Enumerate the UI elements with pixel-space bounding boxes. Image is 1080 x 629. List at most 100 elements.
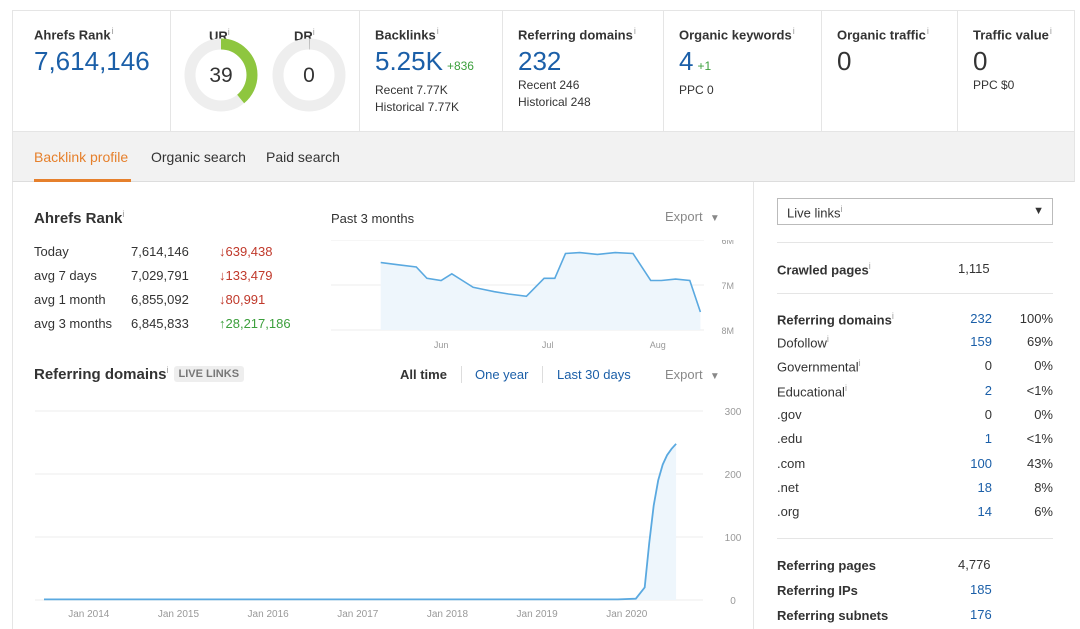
arrow-down-icon: ↓ bbox=[219, 292, 226, 307]
metric-backlinks: Backlinksi 5.25K +836 Recent 7.77K Histor… bbox=[360, 11, 503, 131]
row-label: avg 3 months bbox=[34, 316, 113, 331]
referring-ips-value[interactable]: 185 bbox=[970, 582, 992, 597]
breakdown-value[interactable]: 18 bbox=[977, 479, 992, 495]
x-tick-label: Jul bbox=[542, 340, 554, 350]
info-icon[interactable]: i bbox=[844, 382, 847, 393]
arrow-up-icon: ↑ bbox=[219, 316, 226, 331]
refdom-line bbox=[44, 443, 677, 601]
breakdown-value[interactable]: 14 bbox=[977, 504, 992, 520]
y-tick-label: 300 bbox=[725, 407, 742, 418]
x-tick-label: Jan 2019 bbox=[517, 609, 559, 620]
divider bbox=[777, 293, 1053, 294]
live-links-dropdown[interactable]: Live linksi ▼ bbox=[777, 198, 1053, 225]
breakdown-value: 0 bbox=[984, 358, 992, 374]
filter-last-30-days[interactable]: Last 30 days bbox=[557, 367, 631, 382]
tab-organic-search[interactable]: Organic search bbox=[151, 149, 246, 165]
info-icon[interactable]: i bbox=[111, 26, 114, 36]
metric-label: Referring domains bbox=[518, 27, 633, 43]
ahrefs-rank-chart[interactable]: 6M 7M 8M Jun Jul Aug bbox=[331, 240, 741, 360]
active-tab-indicator bbox=[34, 179, 131, 182]
breakdown-pct: <1% bbox=[1026, 382, 1053, 398]
info-icon[interactable]: i bbox=[826, 334, 829, 344]
breakdown-value[interactable]: 100 bbox=[970, 455, 992, 471]
x-tick-label: Jan 2015 bbox=[158, 609, 200, 620]
y-tick-label: 0 bbox=[730, 596, 736, 607]
metric-label: Backlinks bbox=[375, 27, 436, 43]
info-icon[interactable]: i bbox=[227, 27, 230, 37]
rank-export-button[interactable]: Export ▼ bbox=[665, 209, 720, 224]
referring-domains-value[interactable]: 232 bbox=[970, 311, 992, 326]
traffic-value-value: 0 bbox=[973, 46, 988, 77]
y-tick-label: 8M bbox=[721, 326, 734, 336]
breakdown-label: Governmentali bbox=[777, 358, 861, 375]
row-value: 6,855,092 bbox=[131, 292, 189, 307]
referring-pages-value: 4,776 bbox=[958, 557, 991, 572]
info-icon[interactable]: i bbox=[633, 26, 636, 36]
dr-value: 0 bbox=[303, 64, 315, 87]
right-panel: Live linksi ▼ Crawled pagesi 1,115 Referr… bbox=[754, 182, 1075, 629]
breakdown-pct: 69% bbox=[1026, 334, 1053, 349]
tab-backlink-profile[interactable]: Backlink profile bbox=[34, 149, 129, 165]
info-icon[interactable]: i bbox=[840, 204, 843, 214]
ahrefs-rank-heading: Ahrefs Ranki bbox=[34, 209, 125, 227]
referring-subnets-value[interactable]: 176 bbox=[970, 607, 992, 622]
live-links-badge: LIVE LINKS bbox=[173, 366, 245, 382]
crawled-pages-label: Crawled pagesi bbox=[777, 261, 871, 278]
ahrefs-rank-value: 7,614,146 bbox=[34, 46, 150, 77]
referring-domains-heading: Referring domainsi LIVE LINKS bbox=[34, 365, 245, 383]
left-panel: Ahrefs Ranki Past 3 months Export ▼ Toda… bbox=[12, 182, 754, 629]
filter-all-time[interactable]: All time bbox=[400, 367, 447, 382]
metric-label: Ahrefs Rank bbox=[34, 27, 111, 43]
breakdown-value[interactable]: 1 bbox=[984, 431, 992, 447]
info-icon[interactable]: i bbox=[122, 209, 125, 219]
breakdown-label: Dofollowi bbox=[777, 334, 829, 351]
metric-ur-dr: URi 39 DRi 0 bbox=[171, 11, 360, 131]
info-icon[interactable]: i bbox=[436, 26, 439, 36]
breakdown-label: .org bbox=[777, 504, 800, 520]
backlinks-delta: +836 bbox=[446, 59, 474, 74]
rank-area bbox=[380, 252, 701, 330]
info-icon[interactable]: i bbox=[312, 27, 315, 37]
breakdown-pct: 0% bbox=[1034, 358, 1053, 374]
referring-pages-label: Referring pages bbox=[777, 558, 876, 573]
info-icon[interactable]: i bbox=[868, 261, 871, 271]
referring-domains-chart[interactable]: 0 100 200 300 Jan 2014 Jan 2015 Jan 2016 Jan 20… bbox=[13, 397, 754, 629]
row-label: Today bbox=[34, 244, 69, 259]
metric-label: Traffic value bbox=[973, 27, 1049, 43]
info-icon[interactable]: i bbox=[166, 365, 169, 375]
x-tick-label: Aug bbox=[650, 340, 666, 350]
x-tick-label: Jan 2018 bbox=[427, 609, 469, 620]
tab-paid-search[interactable]: Paid search bbox=[266, 149, 340, 165]
metric-traffic-value: Traffic valuei 0 PPC $0 bbox=[958, 11, 1074, 131]
metric-label: Organic keywords bbox=[679, 27, 792, 43]
organic-traffic-value: 0 bbox=[837, 46, 852, 77]
x-tick-label: Jan 2020 bbox=[606, 609, 648, 620]
breakdown-value[interactable]: 159 bbox=[970, 334, 992, 349]
row-label: avg 1 month bbox=[34, 292, 106, 307]
metric-label: Organic traffic bbox=[837, 27, 926, 43]
y-tick-label: 100 bbox=[725, 533, 742, 544]
refdom-export-button[interactable]: Export ▼ bbox=[665, 367, 720, 382]
backlinks-historical: Historical 7.77K bbox=[375, 100, 460, 115]
breakdown-label: .com bbox=[777, 455, 806, 471]
row-delta: ↓133,479 bbox=[219, 268, 273, 283]
breakdown-value[interactable]: 2 bbox=[984, 382, 992, 398]
breakdown-label: Educationali bbox=[777, 382, 847, 399]
filter-one-year[interactable]: One year bbox=[475, 367, 529, 382]
ref-domains-value[interactable]: 232 bbox=[518, 46, 562, 77]
backlinks-value[interactable]: 5.25K bbox=[375, 46, 443, 77]
info-icon[interactable]: i bbox=[792, 26, 795, 36]
divider bbox=[542, 366, 543, 383]
row-value: 7,614,146 bbox=[131, 244, 189, 259]
info-icon[interactable]: i bbox=[926, 26, 929, 36]
row-value: 7,029,791 bbox=[131, 268, 189, 283]
info-icon[interactable]: i bbox=[858, 358, 861, 369]
info-icon[interactable]: i bbox=[891, 311, 894, 321]
organic-keywords-ppc: PPC 0 bbox=[679, 83, 714, 98]
breakdown-label: .net bbox=[777, 479, 799, 495]
breakdown-label: .edu bbox=[777, 431, 803, 447]
metric-ahrefs-rank: Ahrefs Ranki 7,614,146 bbox=[13, 11, 171, 131]
referring-domains-label: Referring domainsi bbox=[777, 311, 894, 328]
organic-keywords-value[interactable]: 4 bbox=[679, 46, 694, 77]
info-icon[interactable]: i bbox=[1049, 26, 1052, 36]
